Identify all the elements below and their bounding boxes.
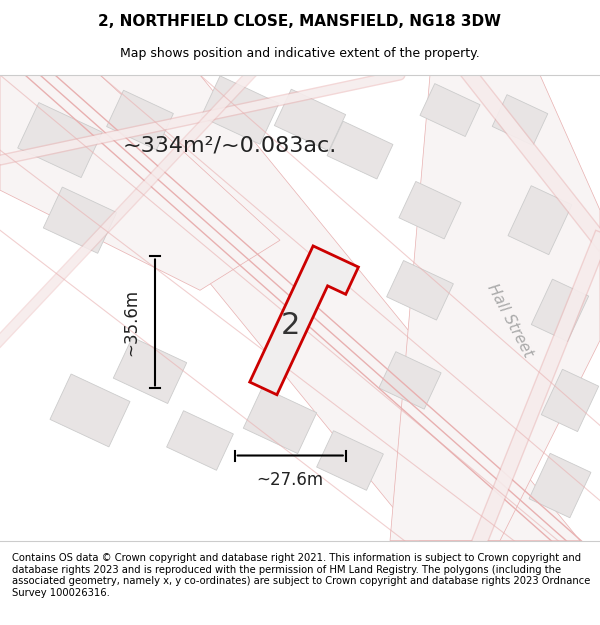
- Polygon shape: [274, 89, 346, 151]
- Text: Contains OS data © Crown copyright and database right 2021. This information is : Contains OS data © Crown copyright and d…: [12, 553, 590, 598]
- Polygon shape: [379, 352, 441, 409]
- Polygon shape: [18, 102, 102, 178]
- Polygon shape: [420, 84, 480, 136]
- Polygon shape: [113, 338, 187, 404]
- Polygon shape: [541, 369, 599, 432]
- Polygon shape: [327, 121, 393, 179]
- Polygon shape: [107, 90, 173, 150]
- Text: 2: 2: [280, 311, 299, 340]
- Polygon shape: [390, 75, 600, 541]
- Polygon shape: [201, 76, 279, 144]
- Text: ~35.6m: ~35.6m: [122, 289, 140, 356]
- Polygon shape: [532, 279, 589, 341]
- Polygon shape: [386, 261, 454, 320]
- Text: 2, NORTHFIELD CLOSE, MANSFIELD, NG18 3DW: 2, NORTHFIELD CLOSE, MANSFIELD, NG18 3DW: [98, 14, 502, 29]
- Text: Map shows position and indicative extent of the property.: Map shows position and indicative extent…: [120, 48, 480, 61]
- Text: ~27.6m: ~27.6m: [257, 471, 324, 489]
- Polygon shape: [43, 187, 116, 253]
- Polygon shape: [40, 75, 580, 541]
- Polygon shape: [50, 374, 130, 447]
- Text: Hall Street: Hall Street: [484, 281, 536, 359]
- Text: ~334m²/~0.083ac.: ~334m²/~0.083ac.: [123, 135, 337, 155]
- Polygon shape: [244, 388, 317, 454]
- Polygon shape: [0, 75, 280, 290]
- Polygon shape: [250, 246, 358, 395]
- Polygon shape: [167, 411, 233, 470]
- Polygon shape: [492, 94, 548, 146]
- Polygon shape: [399, 181, 461, 239]
- Polygon shape: [529, 453, 591, 518]
- Polygon shape: [317, 431, 383, 490]
- Polygon shape: [508, 186, 572, 254]
